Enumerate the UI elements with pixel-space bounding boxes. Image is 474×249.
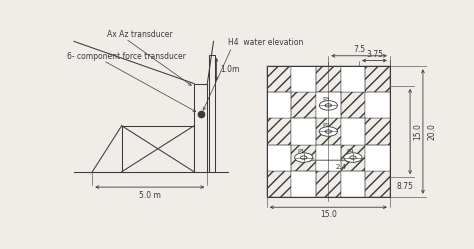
Bar [316,144,341,171]
Bar [292,171,316,197]
Bar [365,66,390,92]
Circle shape [319,127,337,136]
Text: Ax Az transducer: Ax Az transducer [107,30,173,39]
Bar [267,144,292,171]
Bar [341,66,365,92]
Text: 8.75: 8.75 [396,182,413,191]
Circle shape [325,130,331,133]
Text: 6- component force transducer: 6- component force transducer [66,52,185,61]
Bar [194,84,207,172]
Text: 2.4: 2.4 [336,164,346,170]
Circle shape [295,153,313,162]
Text: 15.0: 15.0 [320,210,337,219]
Bar [292,66,316,92]
Text: 1.0m: 1.0m [220,65,239,74]
Text: 5.0 m: 5.0 m [139,191,161,200]
Text: 20.0: 20.0 [428,123,437,140]
Bar [267,171,292,197]
Bar [365,119,390,144]
Circle shape [319,101,337,110]
Circle shape [350,156,356,159]
Bar [365,92,390,119]
Text: 7.5: 7.5 [353,45,365,54]
Circle shape [301,156,307,159]
Circle shape [344,153,362,162]
Bar [341,144,365,171]
Bar [209,55,215,172]
Circle shape [325,104,331,107]
Bar [316,92,341,119]
Text: H4  water elevation: H4 water elevation [228,38,304,47]
Bar [341,119,365,144]
Bar [341,92,365,119]
Bar [267,66,292,92]
Bar [316,171,341,197]
Text: P3: P3 [322,97,329,102]
Bar [365,144,390,171]
Bar [341,171,365,197]
Bar [316,119,341,144]
Bar [316,66,341,92]
Bar [267,92,292,119]
Bar [365,171,390,197]
Text: 15.0: 15.0 [413,123,422,140]
Bar [292,119,316,144]
Text: P2: P2 [322,123,329,128]
Text: 3.75: 3.75 [366,50,383,59]
Bar [267,119,292,144]
Text: P1: P1 [297,149,305,154]
Bar [267,66,390,197]
Bar [292,144,316,171]
Text: P4: P4 [346,149,354,154]
Bar [292,92,316,119]
